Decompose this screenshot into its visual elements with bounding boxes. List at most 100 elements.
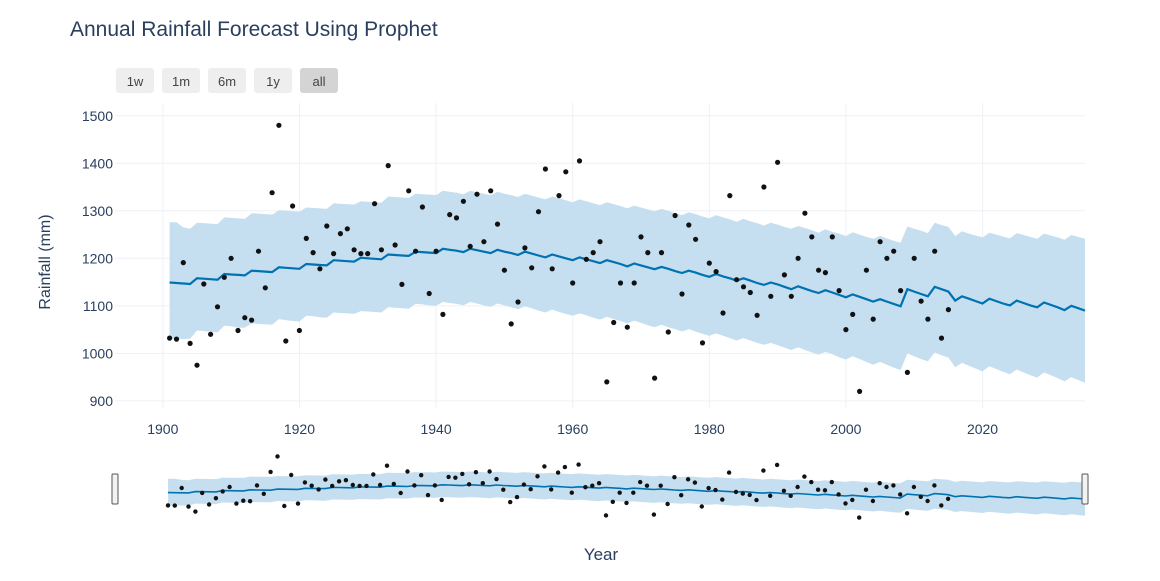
observed-point	[351, 247, 357, 253]
range-button-1m[interactable]: 1m	[162, 68, 200, 93]
observed-point	[706, 260, 712, 266]
observed-point	[337, 231, 343, 237]
x-axis-label: Year	[584, 545, 619, 564]
observed-point	[208, 331, 214, 337]
observed-point	[611, 319, 617, 326]
slider-point	[850, 497, 855, 503]
slider-point	[898, 492, 903, 497]
observed-point	[235, 327, 241, 334]
slider-point	[870, 498, 876, 504]
slider-point	[234, 501, 239, 506]
slider-left-handle[interactable]	[111, 473, 119, 505]
observed-point	[822, 270, 829, 276]
slider-point	[494, 476, 499, 482]
observed-point	[604, 379, 610, 385]
slider-point	[747, 492, 752, 498]
range-button-label: 1w	[127, 74, 144, 89]
slider-point	[829, 479, 834, 485]
slider-point	[405, 469, 410, 474]
slider-point	[904, 511, 910, 516]
slider-point	[460, 471, 465, 477]
observed-point	[932, 248, 938, 254]
y-tick-label: 1100	[83, 298, 113, 314]
range-button-bg	[208, 68, 246, 93]
observed-point	[365, 251, 371, 257]
slider-point	[843, 501, 848, 506]
range-selector: 1w 1m 6m 1y all	[116, 68, 338, 93]
observed-point	[460, 198, 466, 204]
slider-point	[206, 502, 212, 507]
range-button-label: 1y	[266, 74, 280, 89]
observed-point	[761, 184, 767, 190]
y-axis-label: Rainfall (mm)	[37, 214, 54, 309]
x-tick-label: 2020	[967, 421, 998, 437]
observed-point	[529, 265, 535, 271]
observed-point	[173, 336, 180, 342]
range-button-6m[interactable]: 6m	[208, 68, 246, 93]
slider-point	[227, 484, 232, 490]
slider-point	[699, 504, 704, 509]
range-button-bg	[300, 68, 338, 93]
slider-right-handle[interactable]	[1081, 473, 1089, 505]
slider-point	[726, 470, 732, 475]
forecast-line-group	[169, 247, 1086, 312]
observed-point	[617, 280, 624, 286]
range-slider[interactable]	[111, 454, 1089, 520]
slider-point	[364, 483, 369, 489]
range-button-label: all	[312, 74, 325, 89]
slider-point	[247, 499, 253, 504]
uncertainty-band-area	[169, 190, 1086, 383]
slider-point	[939, 503, 944, 508]
range-button-label: 1m	[172, 74, 190, 89]
observed-point	[467, 243, 473, 249]
range-button-all[interactable]: all	[300, 68, 338, 93]
observed-point	[857, 388, 863, 394]
slider-point	[809, 479, 814, 485]
slider-point	[720, 497, 725, 502]
slider-point	[590, 483, 595, 488]
observed-point	[242, 315, 248, 321]
slider-point	[213, 496, 219, 501]
observed-point	[290, 203, 296, 209]
observed-point	[870, 316, 876, 322]
slider-point	[822, 488, 828, 493]
range-button-bg	[162, 68, 200, 93]
observed-point	[898, 288, 904, 294]
slider-point	[911, 484, 917, 490]
observed-point	[679, 291, 685, 297]
observed-point	[795, 255, 801, 261]
x-tick-label: 2000	[830, 421, 861, 437]
y-axis-ticks: 900 1000 1100 1200 1300 1400 1500	[82, 108, 113, 409]
observed-point	[296, 327, 302, 334]
slider-point	[583, 485, 588, 490]
slider-point	[330, 483, 335, 489]
range-button-1y[interactable]: 1y	[254, 68, 292, 93]
y-tick-label: 1000	[82, 345, 113, 361]
slider-point	[624, 500, 629, 506]
observed-point	[481, 239, 487, 245]
slider-point	[487, 469, 492, 474]
observed-point	[645, 250, 651, 256]
slider-point	[357, 483, 362, 489]
slider-point	[733, 489, 739, 495]
observed-point	[576, 158, 583, 164]
observed-point	[597, 239, 603, 245]
slider-point	[371, 472, 376, 477]
slider-point	[268, 469, 273, 475]
slider-point	[596, 481, 602, 486]
x-axis-ticks: 1900 1920 1940 1960 1980 2000 2020	[147, 421, 998, 437]
slider-point	[254, 483, 260, 488]
observed-point	[372, 201, 378, 207]
observed-point	[413, 248, 419, 254]
range-button-1w[interactable]: 1w	[116, 68, 154, 93]
observed-points	[167, 122, 952, 394]
slider-point	[521, 482, 527, 487]
slider-point	[446, 474, 451, 480]
forecast-line	[169, 247, 1086, 312]
observed-point	[399, 281, 405, 287]
slider-point	[323, 477, 328, 482]
y-tick-label: 1400	[82, 155, 113, 171]
observed-point	[556, 193, 562, 199]
slider-point	[569, 490, 574, 495]
